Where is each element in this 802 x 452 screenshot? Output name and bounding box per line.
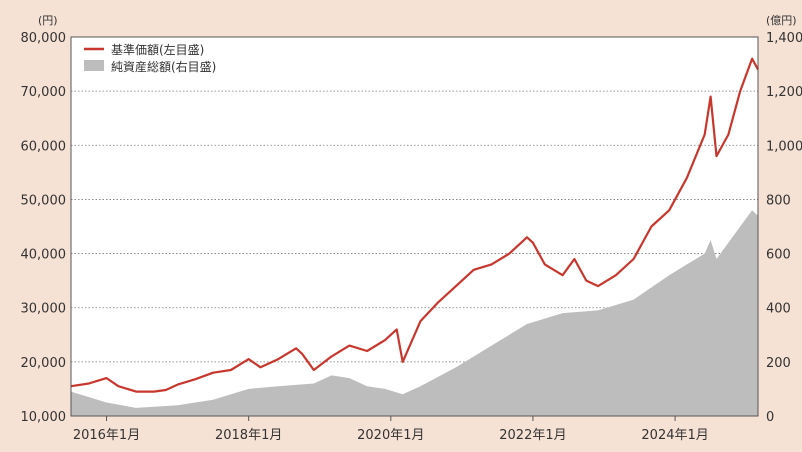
right-tick-label: 400 [766, 302, 791, 317]
right-tick-label: 1,400 [766, 31, 802, 46]
left-axis-unit: (円) [38, 14, 58, 27]
net-assets-area [71, 210, 758, 416]
x-axis: 2016年1月 2018年1月 2020年1月 2022年1月 2024年1月 [73, 416, 709, 443]
right-axis: 0 200 400 600 800 1,000 1,200 1,400 [766, 31, 802, 425]
x-tick-label: 2022年1月 [499, 428, 566, 443]
left-tick-label: 80,000 [21, 31, 67, 46]
left-tick-label: 40,000 [21, 248, 67, 263]
grid-lines [71, 90, 758, 363]
right-axis-unit: (億円) [766, 14, 797, 27]
right-tick-label: 600 [766, 248, 791, 263]
left-tick-label: 50,000 [21, 193, 67, 208]
x-tick-label: 2020年1月 [357, 428, 424, 443]
legend: 基準価額(左目盛) 純資産総額(右目盛) [84, 42, 216, 74]
right-tick-label: 200 [766, 356, 791, 371]
legend-label-nav: 基準価額(左目盛) [111, 42, 204, 57]
right-tick-label: 0 [766, 410, 774, 425]
nav-line [70, 57, 759, 393]
right-tick-label: 800 [766, 193, 791, 208]
left-tick-label: 30,000 [21, 302, 67, 317]
left-tick-label: 10,000 [21, 410, 67, 425]
x-tick-label: 2018年1月 [215, 428, 282, 443]
right-tick-label: 1,000 [766, 139, 802, 154]
x-tick-label: 2024年1月 [641, 428, 708, 443]
x-tick-label: 2016年1月 [73, 428, 140, 443]
plot-frame [70, 36, 759, 417]
left-tick-label: 60,000 [21, 139, 67, 154]
left-tick-label: 20,000 [21, 356, 67, 371]
legend-swatch-net-assets [84, 60, 104, 71]
left-axis: 10,000 20,000 30,000 40,000 50,000 60,000 70,0… [21, 31, 67, 425]
left-tick-label: 70,000 [21, 85, 67, 100]
right-tick-label: 1,200 [766, 85, 802, 100]
legend-label-net-assets: 純資産総額(右目盛) [111, 59, 216, 74]
